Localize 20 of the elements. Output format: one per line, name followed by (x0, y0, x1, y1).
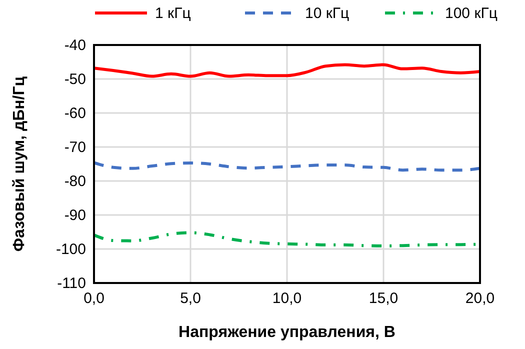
y-tick-label: -100 (56, 241, 86, 258)
line-series (92, 63, 482, 78)
x-tick-label: 15,0 (368, 290, 398, 307)
y-tick-label: -50 (64, 71, 86, 88)
legend-label: 1 кГц (155, 5, 192, 22)
y-tick-label: -60 (64, 105, 86, 122)
x-tick-label: 10,0 (272, 290, 302, 307)
y-tick-label: -40 (64, 37, 86, 54)
y-tick-label: -90 (64, 207, 86, 224)
y-tick-label: -110 (57, 275, 86, 292)
x-tick-label: 5,0 (180, 290, 201, 307)
y-tick-label: -80 (64, 173, 86, 190)
y-axis-title: Фазовый шум, дБн/Гц (11, 76, 28, 252)
legend-label: 10 кГц (305, 5, 350, 22)
x-tick-label: 20,0 (465, 290, 495, 307)
x-axis-title: Напряжение управления, В (178, 324, 396, 341)
legend-label: 100 кГц (445, 5, 498, 22)
x-tick-label: 0,0 (84, 290, 104, 307)
y-tick-label: -70 (64, 139, 86, 156)
line-series (92, 161, 482, 172)
